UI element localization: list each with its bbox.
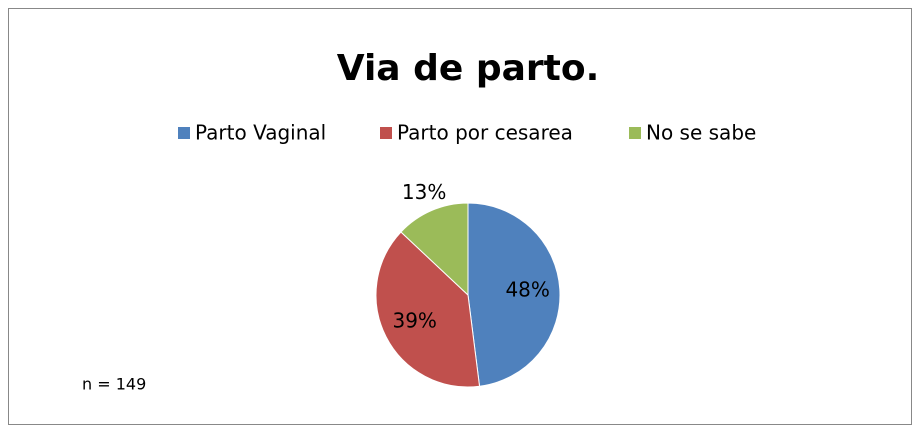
data-label: 48% [505, 278, 549, 302]
pie-slice [375, 231, 481, 388]
data-label: 39% [392, 309, 436, 333]
pie-slice [400, 202, 469, 297]
legend-swatch [629, 127, 641, 139]
legend-swatch [380, 127, 392, 139]
chart-title: Via de parto. [337, 48, 600, 89]
legend-label: No se sabe [646, 121, 756, 145]
legend-label: Parto por cesarea [397, 121, 573, 145]
legend-swatch [178, 127, 190, 139]
data-label: 13% [402, 180, 446, 204]
pie-slice [467, 202, 561, 387]
annotation: n = 149 [82, 375, 146, 394]
legend-label: Parto Vaginal [195, 121, 326, 145]
